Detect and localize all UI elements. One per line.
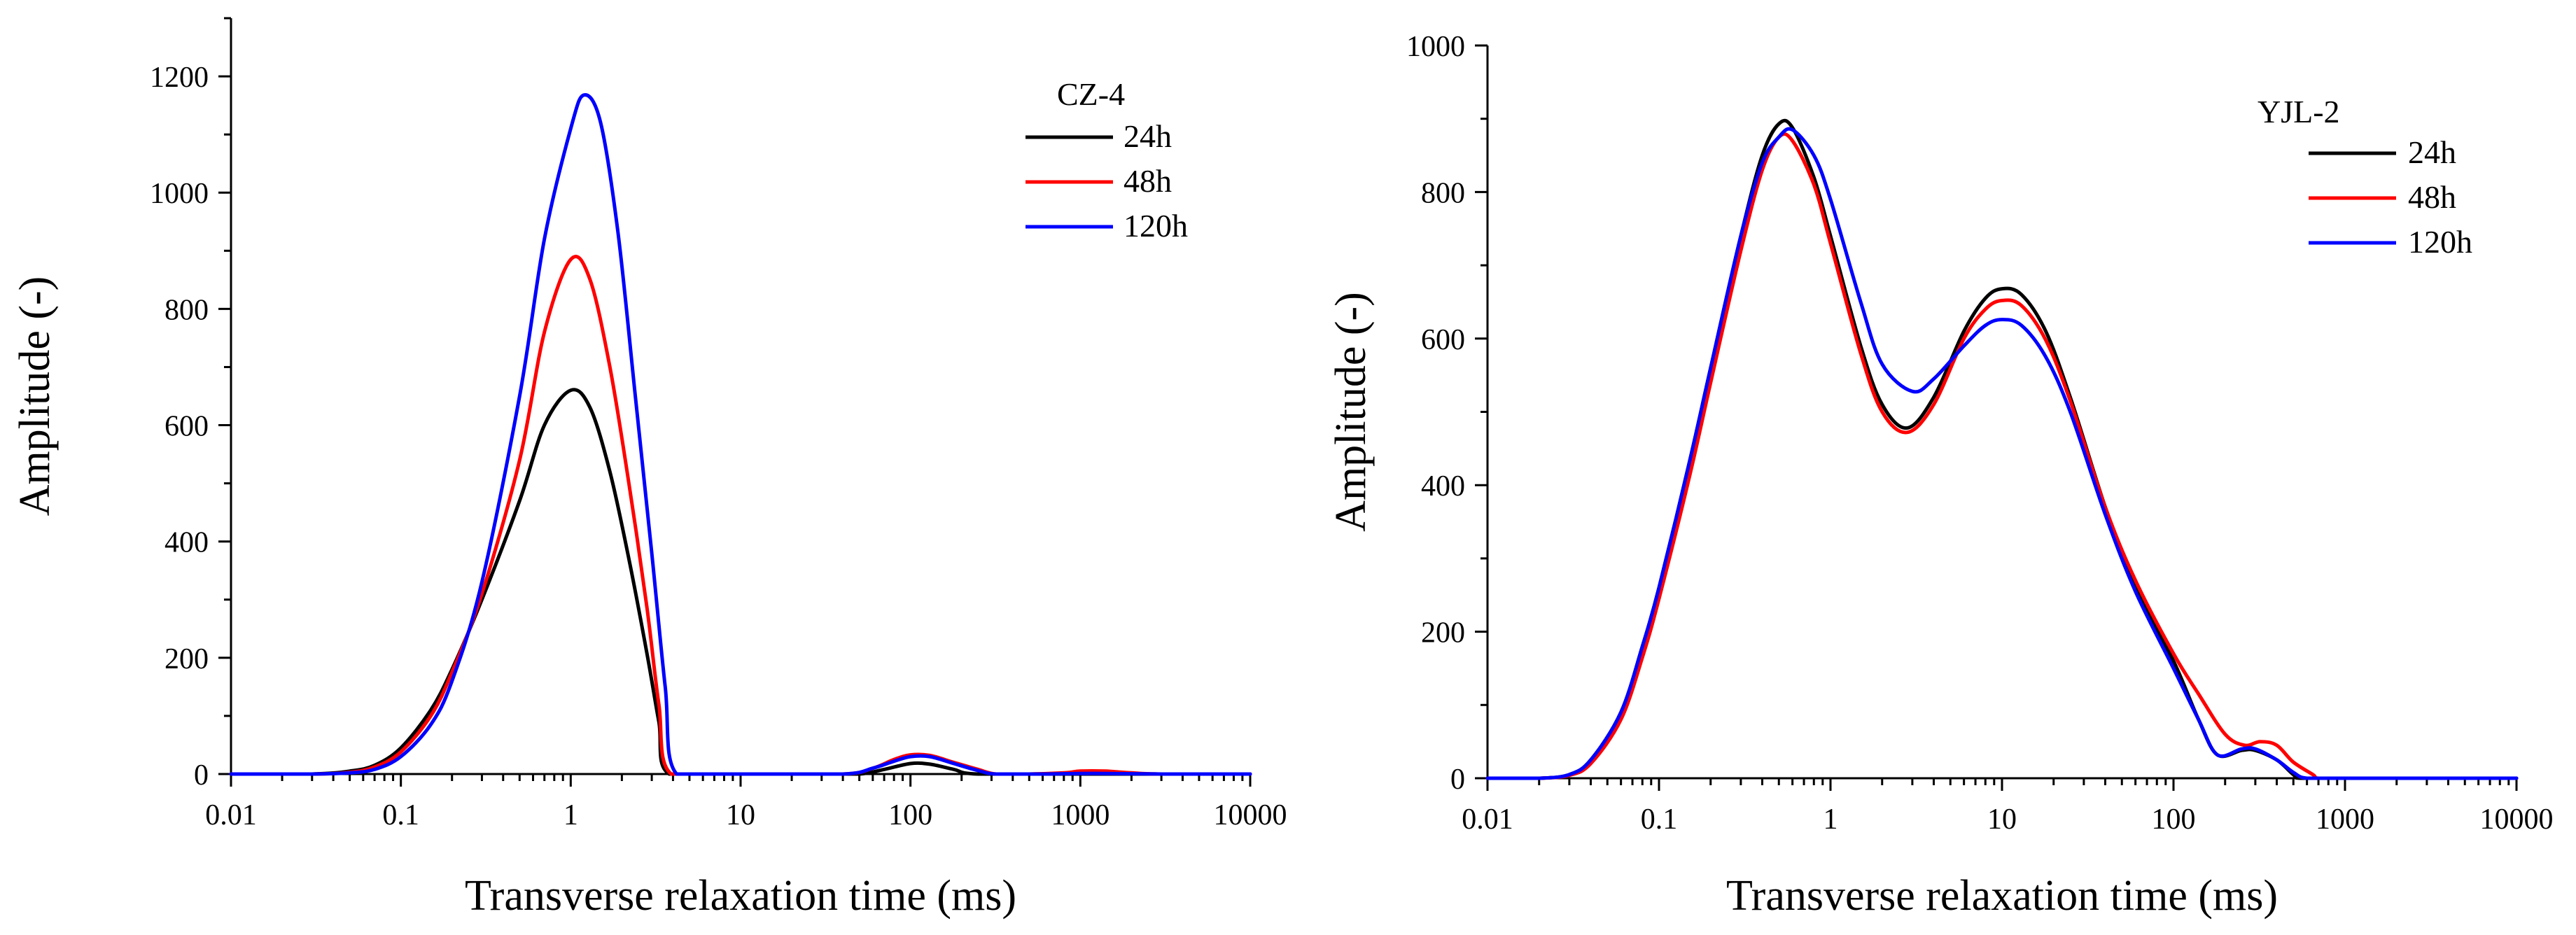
y-tick-label: 200 [164,643,209,675]
series-line-120h [229,93,1252,776]
x-tick-label: 100 [888,799,932,831]
panel-2: 0.01 0.1 1 10 100 1000 10000 0 200 400 600 800 1000 T… [1327,31,2554,920]
legend-title: CZ-4 [1057,76,1125,112]
y-tick-label: 200 [1421,617,1465,649]
series-line-120h [1485,127,2519,780]
series-line-48h [1485,132,2519,780]
x-tick-label: 1000 [1051,799,1110,831]
x-tick-label: 0.01 [1462,803,1513,836]
x-axis-title: Transverse relaxation time (ms) [465,872,1016,920]
x-tick-label: 1 [1823,803,1838,836]
x-tick-label: 1000 [2316,803,2374,836]
legend-title: YJL-2 [2258,94,2340,129]
y-tick-label: 1000 [1406,31,1465,63]
series-line-24h [1485,118,2519,780]
x-tick-label: 10 [726,799,755,831]
y-tick-label: 1200 [150,62,209,94]
y-tick-label: 400 [1421,470,1465,502]
y-tick-label: 400 [164,527,209,559]
series-line-24h [229,388,1252,776]
series-line-48h [229,255,1252,776]
x-tick-label: 0.1 [1641,803,1678,836]
x-tick-label: 1 [564,799,578,831]
x-axis-title: Transverse relaxation time (ms) [1726,872,2278,920]
x-tick-label: 10 [1987,803,2017,836]
y-tick-label: 1000 [150,178,209,210]
y-axis-title: Amplitude (-) [11,276,59,516]
y-tick-label: 0 [1450,764,1465,796]
y-tick-label: 600 [164,411,209,443]
legend-label-48h: 48h [2408,179,2456,215]
legend-label-120h: 120h [2408,224,2472,260]
legend-label-24h: 24h [2408,134,2456,170]
y-axis-title: Amplitude (-) [1327,292,1375,532]
y-tick-label: 800 [164,294,209,326]
x-tick-label: 10000 [1214,799,1287,831]
x-tick-label: 0.1 [382,799,419,831]
x-tick-label: 100 [2152,803,2196,836]
legend-label-120h: 120h [1124,208,1188,244]
legend-label-24h: 24h [1124,118,1172,154]
legend-label-48h: 48h [1124,163,1172,199]
panel-1: 0.01 0.1 1 10 100 1000 10000 0 200 400 600 800 1000 1… [11,17,1287,920]
y-tick-label: 600 [1421,324,1465,356]
x-tick-label: 10000 [2480,803,2554,836]
y-tick-label: 0 [194,759,209,792]
y-tick-label: 800 [1421,177,1465,209]
x-tick-label: 0.01 [205,799,257,831]
